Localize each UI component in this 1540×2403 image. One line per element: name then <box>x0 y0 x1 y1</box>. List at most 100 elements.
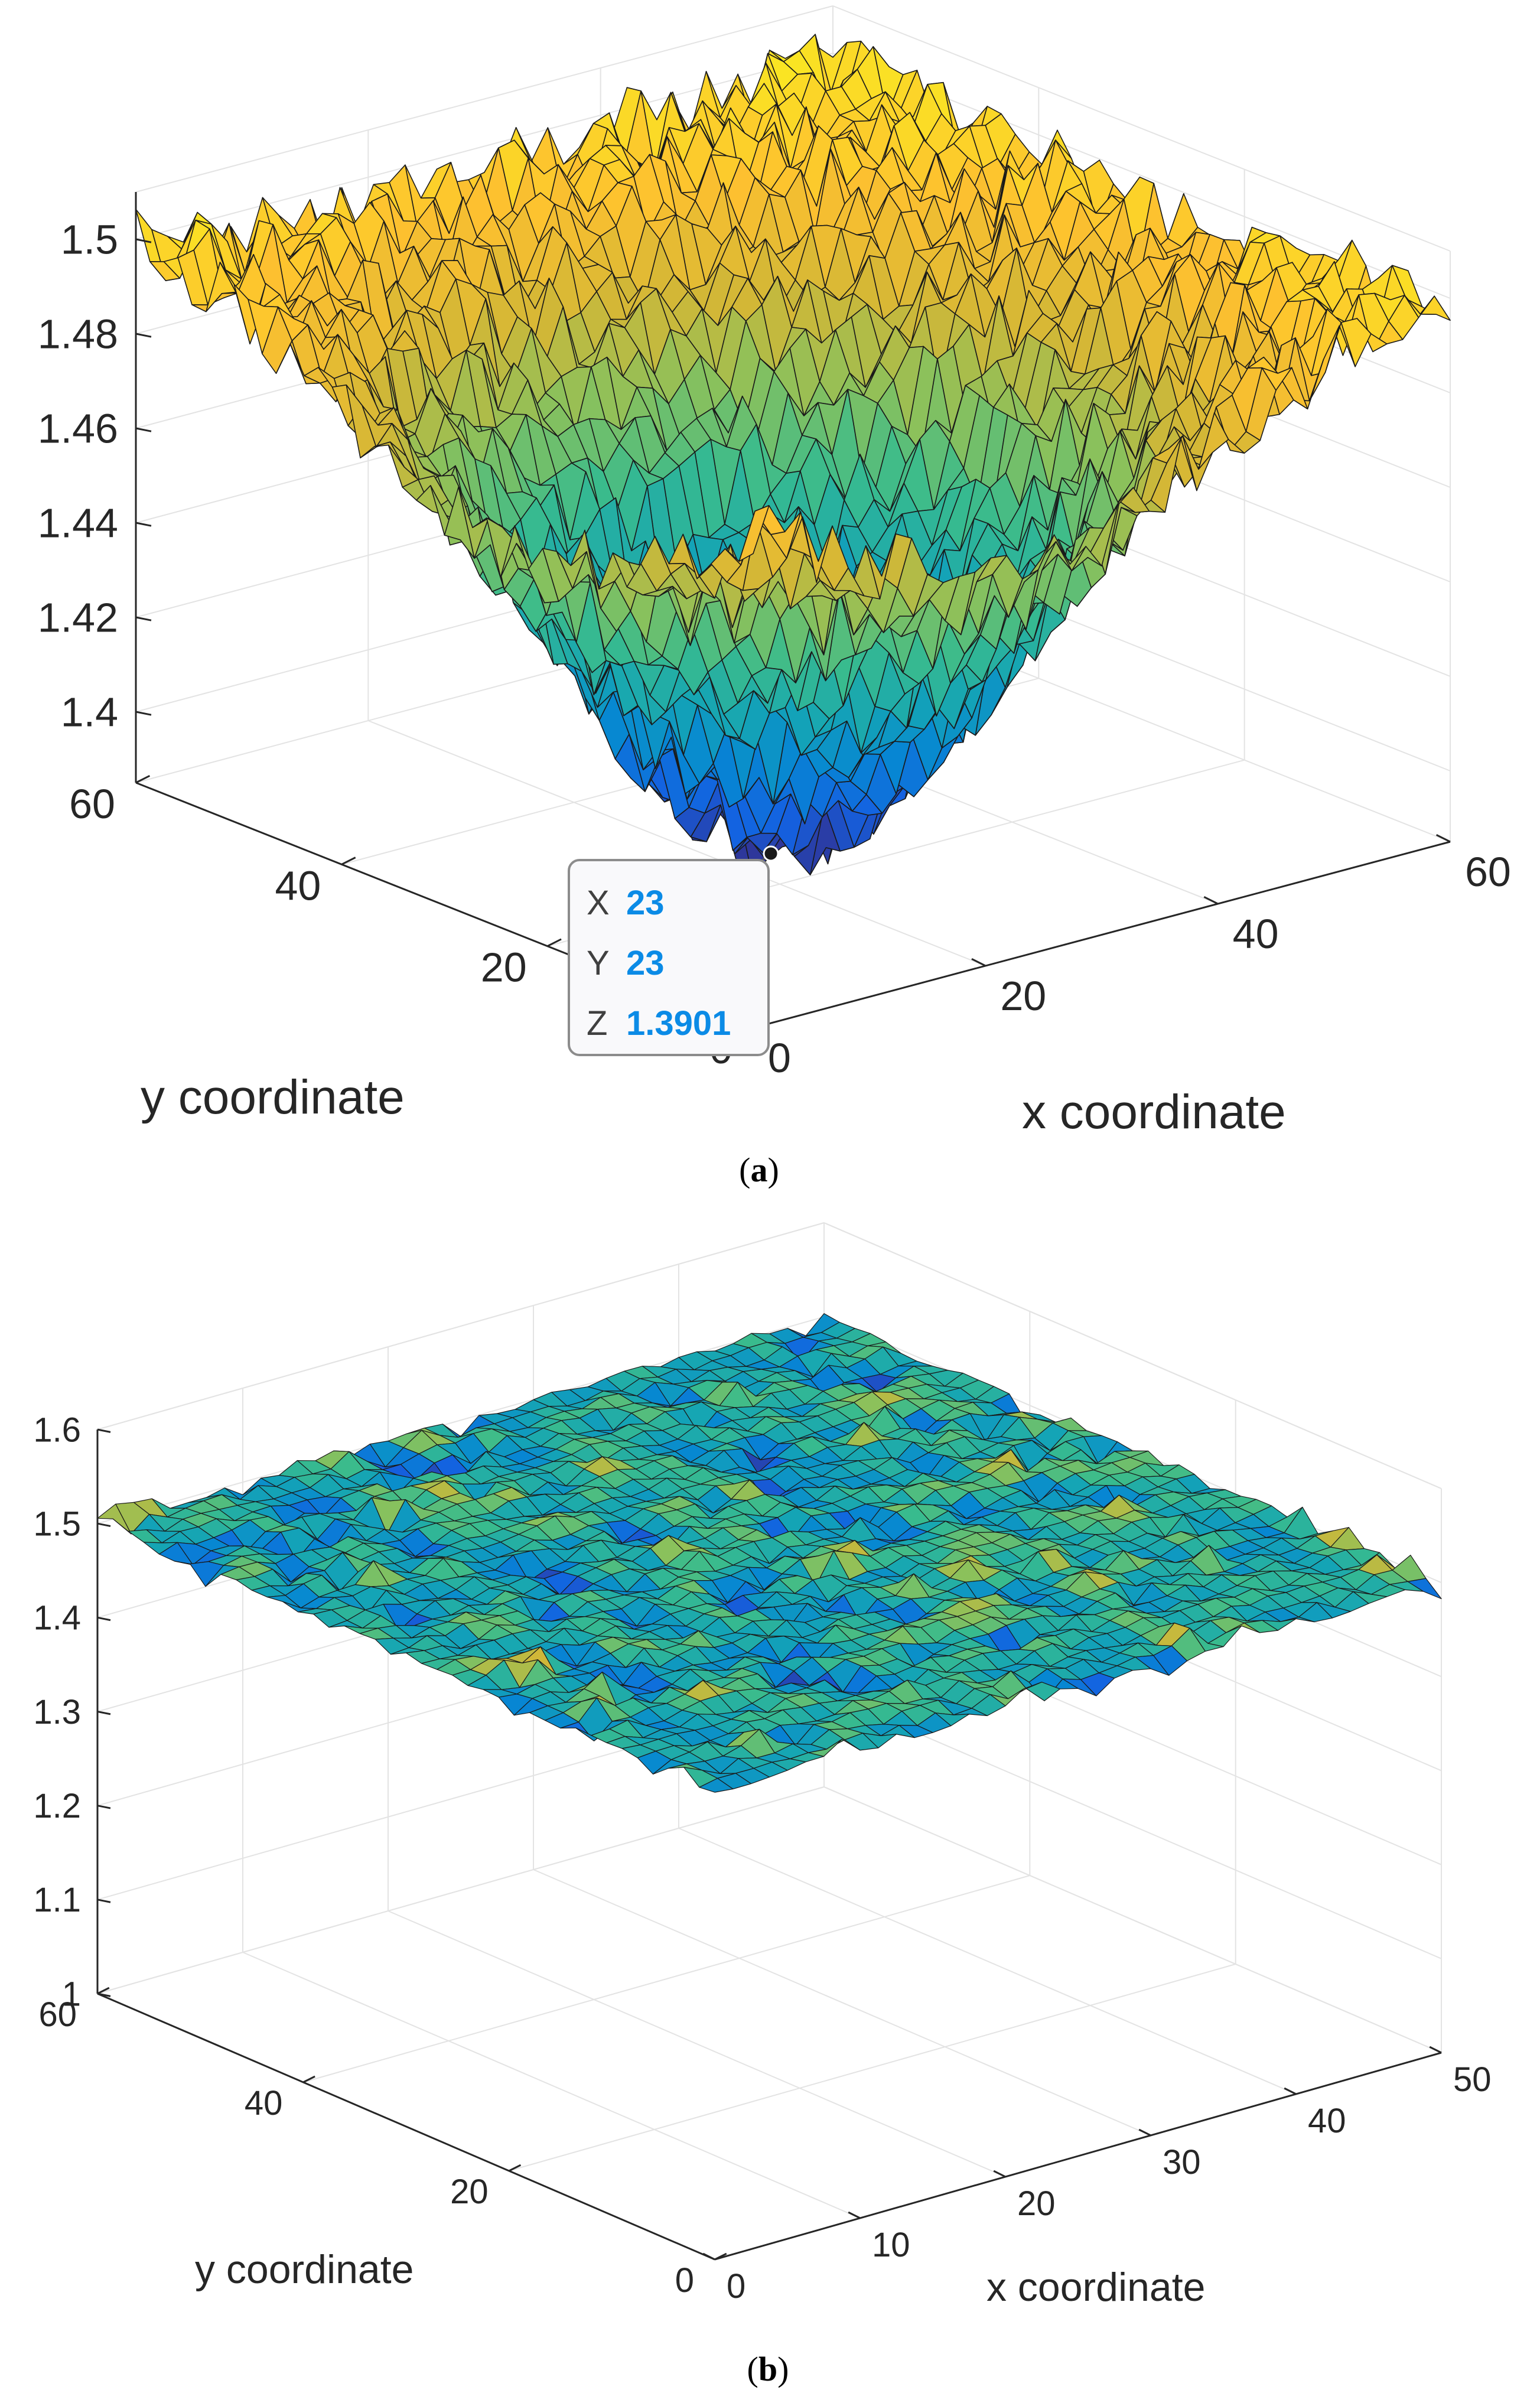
x-tick-label: 10 <box>872 2226 910 2264</box>
datatip-z-value: 1.3901 <box>626 1004 731 1043</box>
grid-line <box>678 1828 1297 2095</box>
z-tick-label: 1.6 <box>33 1411 81 1449</box>
datatip-box <box>568 859 770 1056</box>
x-tick-label: 20 <box>1017 2184 1056 2223</box>
panel-a-xlabel: x coordinate <box>1022 1085 1286 1139</box>
x-tick-label: 20 <box>1000 973 1046 1019</box>
x-axis-line <box>753 841 1451 1029</box>
z-tick-label: 1.44 <box>38 500 118 546</box>
datatip-y-key: Y <box>587 944 610 982</box>
grid-line <box>242 1952 861 2219</box>
z-tick-label: 1.4 <box>61 689 118 735</box>
z-tick <box>135 711 152 716</box>
panel-b-surface <box>97 1313 1442 1793</box>
y-tick-label: 0 <box>675 2261 694 2300</box>
z-tick <box>97 1899 111 1903</box>
z-tick-label: 1.46 <box>38 406 118 452</box>
y-tick <box>135 774 151 784</box>
panel-b: 1 1.1 1.2 1.3 1.4 1.5 1.6 0 20 40 60 0 10 20 30 40 50 y … <box>33 1222 1492 2388</box>
z-tick <box>135 427 152 432</box>
panel-a-caption: (a) <box>739 1151 779 1189</box>
panel-a: 1.41.421.441.461.481.502040600204060 y c… <box>38 5 1511 1189</box>
box-edge <box>97 1222 825 1430</box>
grid-line <box>823 1786 1442 2053</box>
datatip-x-key: X <box>587 884 610 922</box>
z-tick <box>97 1522 111 1528</box>
box-edge <box>832 5 1451 252</box>
z-tick <box>97 1616 111 1621</box>
x-tick-label: 0 <box>727 2267 745 2306</box>
x-tick <box>1203 896 1219 905</box>
datatip-x-value: 23 <box>626 884 665 922</box>
surface-patch <box>738 504 770 562</box>
y-tick-label: 20 <box>450 2173 489 2211</box>
y-tick <box>546 938 562 947</box>
panel-b-caption: (b) <box>747 2350 789 2388</box>
y-tick <box>714 2252 727 2261</box>
y-axis-line <box>97 1992 715 2261</box>
x-tick-label: 50 <box>1453 2060 1492 2099</box>
z-tick-label: 1.48 <box>38 311 118 357</box>
panel-a-tick-labels: 1.41.421.441.461.481.502040600204060 <box>38 217 1511 1082</box>
box-edge <box>135 5 834 193</box>
grid-line <box>509 1964 1236 2171</box>
x-tick <box>993 2170 1006 2178</box>
datatip-z-key: Z <box>587 1004 607 1043</box>
x-tick <box>1429 2046 1442 2054</box>
x-tick-label: 30 <box>1163 2143 1201 2181</box>
grid-line <box>367 720 986 966</box>
z-tick <box>135 616 152 621</box>
x-tick-label: 60 <box>1465 849 1511 895</box>
panel-a-caption-letter: a <box>751 1151 768 1189</box>
z-tick <box>97 1428 111 1433</box>
surface-patch <box>699 1777 734 1793</box>
x-tick <box>702 2252 715 2261</box>
z-tick-label: 1.42 <box>38 595 118 641</box>
x-tick-label: 0 <box>768 1035 791 1081</box>
panel-a-ylabel: y coordinate <box>141 1070 405 1124</box>
y-tick <box>97 1987 110 1995</box>
x-tick-label: 40 <box>1233 911 1279 957</box>
z-tick-label: 1.3 <box>33 1693 81 1731</box>
y-tick-label: 20 <box>481 945 527 991</box>
grid-line <box>823 1692 1442 1959</box>
z-tick-label: 1.5 <box>61 217 118 263</box>
z-tick <box>135 522 152 527</box>
x-tick <box>1435 833 1451 843</box>
x-tick <box>1138 2128 1151 2137</box>
panel-b-caption-letter: b <box>758 2350 777 2388</box>
x-tick <box>848 2211 861 2219</box>
z-tick-label: 1.2 <box>33 1787 81 1825</box>
x-tick <box>1284 2087 1297 2095</box>
panel-b-ylabel: y coordinate <box>195 2247 414 2292</box>
panel-b-xlabel: x coordinate <box>986 2265 1205 2310</box>
x-tick <box>971 958 986 967</box>
z-tick <box>97 1711 111 1715</box>
z-tick <box>135 333 152 338</box>
z-tick-label: 1.1 <box>33 1881 81 1919</box>
grid-line <box>533 1869 1151 2136</box>
z-tick <box>97 1992 111 1997</box>
panel-a-datatip[interactable]: X 23 Y 23 Z 1.3901 <box>568 845 779 1056</box>
grid-line <box>97 1786 825 1994</box>
panel-a-surface <box>135 34 1451 876</box>
panel-b-tick-labels: 1 1.1 1.2 1.3 1.4 1.5 1.6 0 20 40 60 0 10 20 30 40 50 <box>33 1411 1491 2306</box>
z-tick <box>135 238 152 243</box>
z-tick-label: 1.5 <box>33 1505 81 1543</box>
grid-line <box>388 1910 1006 2177</box>
grid-line <box>303 1875 1030 2083</box>
z-tick <box>97 1805 111 1809</box>
y-tick-label: 40 <box>245 2084 283 2122</box>
datatip-y-value: 23 <box>626 944 665 982</box>
y-tick-label: 60 <box>38 1995 77 2034</box>
x-tick-label: 40 <box>1308 2102 1346 2140</box>
y-tick <box>341 857 356 865</box>
box-edge <box>823 1222 1442 1489</box>
grid-line <box>135 53 834 240</box>
y-tick <box>508 2164 522 2172</box>
z-tick-label: 1 <box>62 1975 81 2013</box>
panel-b-axes <box>96 1428 1442 2261</box>
z-tick-label: 1.4 <box>33 1599 81 1637</box>
datatip-marker[interactable] <box>763 845 779 862</box>
